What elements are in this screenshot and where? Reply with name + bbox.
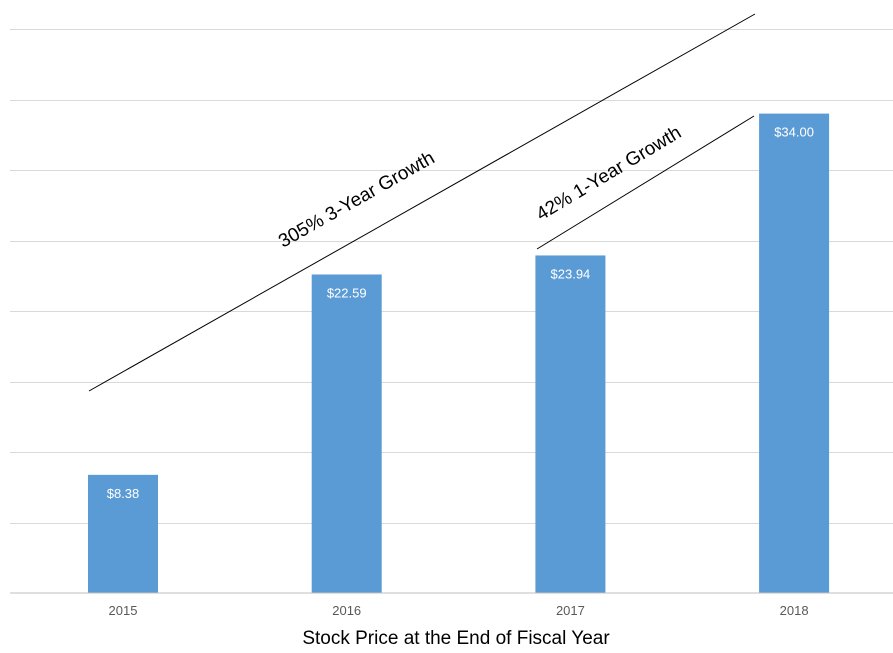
annotation-line-3yr [88,13,756,392]
annotation-3yr-growth: 305% 3-Year Growth [275,148,438,253]
bars [88,113,830,594]
x-tick-2018: 2018 [780,603,809,618]
x-tick-2016: 2016 [332,603,361,618]
bar-2016 [311,274,382,593]
bar-2018 [759,113,830,593]
x-tick-2017: 2017 [556,603,585,618]
data-label-2015: $8.38 [107,486,140,501]
data-labels: $8.38 $22.59 $23.94 $34.00 [107,125,814,501]
data-label-2017: $23.94 [551,266,591,281]
data-label-2018: $34.00 [774,125,814,140]
x-tick-labels: 2015 2016 2017 2018 [109,603,809,618]
data-label-2016: $22.59 [327,285,367,300]
annotation-line-1yr [536,115,755,250]
x-tick-2015: 2015 [109,603,138,618]
bar-2017 [535,255,606,594]
x-axis-title: Stock Price at the End of Fiscal Year [302,628,610,649]
gridlines [10,29,893,524]
annotation-1yr-growth: 42% 1-Year Growth [533,122,685,225]
bar-2015 [88,474,158,593]
